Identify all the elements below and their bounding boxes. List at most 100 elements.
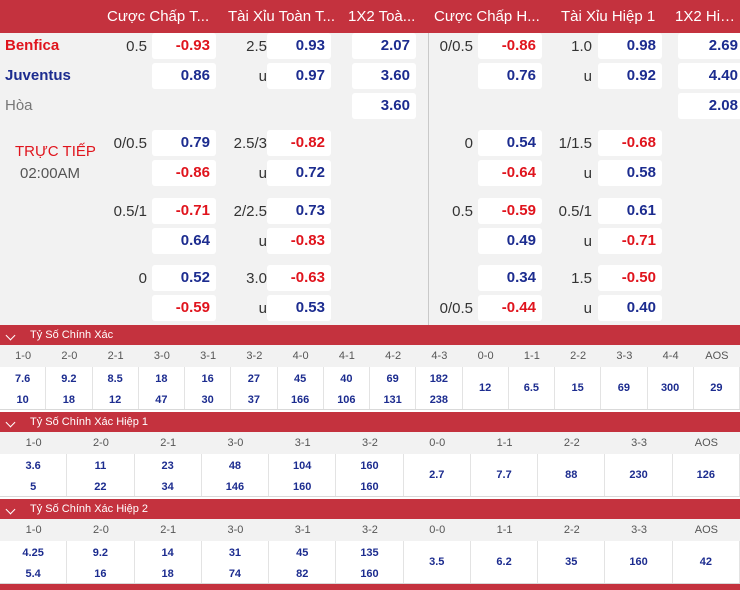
score-odd-bottom[interactable]: 106 [337,394,356,406]
ft-1x2-away-odd[interactable]: 3.60 [352,63,416,89]
score-cell[interactable]: 230 [605,454,673,496]
score-cell[interactable]: 31 74 [202,541,270,583]
score-cell[interactable]: 3.6 5 [0,454,68,496]
away-team-name[interactable]: Juventus [5,67,71,84]
score-cell[interactable]: 45 166 [278,367,324,409]
score-cell[interactable]: 14 18 [135,541,202,583]
score-odd-top[interactable]: 35 [565,556,578,568]
h1-over-odd[interactable]: 0.98 [598,33,662,59]
score-cell[interactable]: 104 160 [269,454,337,496]
score-odd-bottom[interactable]: 12 [109,394,122,406]
score-odd-top[interactable]: 126 [696,469,716,481]
alt2-ft-handicap-top[interactable]: -0.71 [152,198,216,224]
score-odd-bottom[interactable]: 34 [161,481,174,493]
score-cell[interactable]: 135 160 [336,541,404,583]
score-odd-top[interactable]: 135 [360,547,379,559]
score-cell[interactable]: 35 [538,541,606,583]
alt3-ft-over[interactable]: -0.63 [267,265,331,291]
header-ft-handicap[interactable]: Cược Chấp T... [107,8,210,25]
score-odd-top[interactable]: 7.7 [496,469,512,481]
alt2-h1-under[interactable]: -0.71 [598,228,662,254]
header-ft-over-under[interactable]: Tài Xỉu Toàn T... [228,8,336,25]
ft-handicap-away-odd[interactable]: 0.86 [152,63,216,89]
h1-1x2-home-odd[interactable]: 2.69 [678,33,740,59]
correct-score-h1-section-header[interactable]: Tỷ Số Chính Xác Hiệp 1 [0,412,740,432]
alt1-h1-handicap-bottom[interactable]: -0.64 [478,160,542,186]
score-odd-bottom[interactable]: 37 [247,394,260,406]
score-cell[interactable]: 12 [463,367,509,409]
h1-1x2-away-odd[interactable]: 4.40 [678,63,740,89]
correct-score-h2-section-header[interactable]: Tỷ Số Chính Xác Hiệp 2 [0,499,740,519]
score-odd-top[interactable]: 27 [247,373,260,385]
score-odd-bottom[interactable]: 238 [429,394,449,406]
score-cell[interactable]: 40 106 [324,367,370,409]
score-odd-top[interactable]: 230 [629,469,648,481]
score-cell[interactable]: 126 [673,454,740,496]
score-odd-top[interactable]: 7.6 [14,373,31,385]
score-odd-top[interactable]: 160 [629,556,648,568]
score-odd-top[interactable]: 15 [571,382,584,394]
h1-handicap-away-odd[interactable]: 0.76 [478,63,542,89]
score-cell[interactable]: 160 160 [336,454,404,496]
score-odd-top[interactable]: 3.6 [25,460,41,472]
score-cell[interactable]: 7.7 [471,454,539,496]
alt1-ft-handicap-top[interactable]: 0.79 [152,130,216,156]
score-cell[interactable]: 27 37 [231,367,278,409]
alt2-ft-over[interactable]: 0.73 [267,198,331,224]
alt1-h1-under[interactable]: 0.58 [598,160,662,186]
score-odd-bottom[interactable]: 22 [94,481,107,493]
score-cell[interactable]: 4.25 5.4 [0,541,68,583]
ft-handicap-home-odd[interactable]: -0.93 [152,33,216,59]
score-cell[interactable]: 300 [648,367,694,409]
score-cell[interactable]: 29 [694,367,740,409]
alt3-h1-handicap-top[interactable]: 0.34 [478,265,542,291]
header-h1-1x2[interactable]: 1X2 Hiệ... [675,8,737,25]
score-odd-bottom[interactable]: 166 [290,394,310,406]
score-odd-bottom[interactable]: 82 [296,568,309,580]
score-odd-top[interactable]: 14 [161,547,174,559]
alt2-h1-handicap-top[interactable]: -0.59 [478,198,542,224]
score-cell[interactable]: 48 146 [202,454,270,496]
score-odd-top[interactable]: 3.5 [429,556,445,568]
alt3-ft-handicap-top[interactable]: 0.52 [152,265,216,291]
score-cell[interactable]: 6.2 [471,541,539,583]
ft-1x2-draw-odd[interactable]: 3.60 [352,93,416,119]
score-cell[interactable]: 8.5 12 [93,367,139,409]
score-cell[interactable]: 160 [605,541,673,583]
score-cell[interactable]: 42 [673,541,740,583]
score-odd-top[interactable]: 18 [155,373,168,385]
alt2-h1-handicap-bottom[interactable]: 0.49 [478,228,542,254]
score-cell[interactable]: 7.6 10 [0,367,47,409]
score-cell[interactable]: 3.5 [404,541,471,583]
score-odd-top[interactable]: 160 [360,460,379,472]
ft-under-odd[interactable]: 0.97 [267,63,331,89]
score-odd-top[interactable]: 29 [710,382,723,394]
score-odd-bottom[interactable]: 47 [155,394,168,406]
score-odd-bottom[interactable]: 30 [201,394,214,406]
score-odd-bottom[interactable]: 5 [30,481,37,493]
score-odd-top[interactable]: 31 [228,547,242,559]
alt2-h1-over[interactable]: 0.61 [598,198,662,224]
score-cell[interactable]: 45 82 [269,541,337,583]
score-odd-bottom[interactable]: 146 [225,481,245,493]
home-team-name[interactable]: Benfica [5,37,60,54]
score-odd-top[interactable]: 2.7 [429,469,445,481]
score-odd-bottom[interactable]: 18 [161,568,174,580]
score-odd-top[interactable]: 88 [565,469,578,481]
score-odd-top[interactable]: 4.25 [22,547,44,559]
score-odd-top[interactable]: 48 [228,460,242,472]
h1-under-odd[interactable]: 0.92 [598,63,662,89]
ft-1x2-home-odd[interactable]: 2.07 [352,33,416,59]
alt1-h1-over[interactable]: -0.68 [598,130,662,156]
alt3-h1-over[interactable]: -0.50 [598,265,662,291]
alt1-ft-under[interactable]: 0.72 [267,160,331,186]
alt1-ft-over[interactable]: -0.82 [267,130,331,156]
score-odd-bottom[interactable]: 5.4 [25,568,41,580]
alt1-ft-handicap-bottom[interactable]: -0.86 [152,160,216,186]
score-odd-bottom[interactable]: 160 [360,481,379,493]
score-odd-top[interactable]: 182 [429,373,449,385]
score-cell[interactable]: 11 22 [67,454,135,496]
score-odd-top[interactable]: 42 [699,556,712,568]
score-odd-top[interactable]: 40 [340,373,353,385]
score-odd-top[interactable]: 69 [617,382,630,394]
